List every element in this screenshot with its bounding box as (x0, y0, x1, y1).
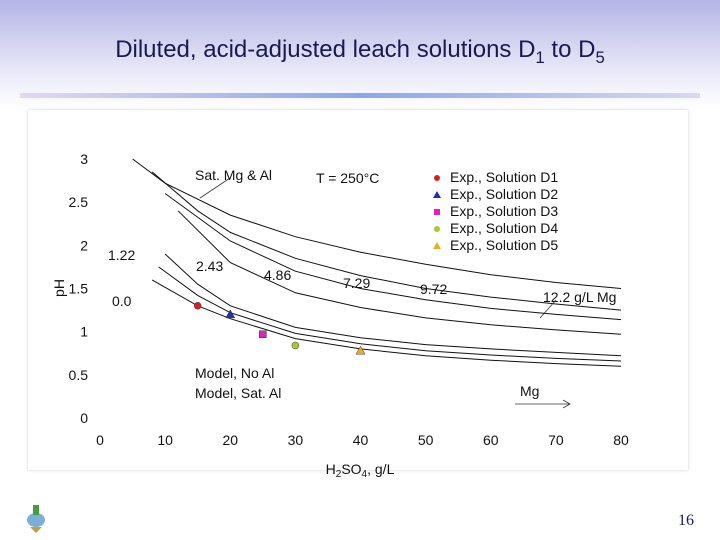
x-label-text: , g/L (367, 461, 394, 477)
x-tick-label: 0 (96, 432, 104, 448)
annotation: 12.2 g/L Mg (543, 289, 616, 305)
annotation: Model, No Al (195, 365, 274, 381)
model-curve (164, 193, 622, 321)
title-subscript: 1 (535, 47, 545, 67)
data-point (259, 330, 267, 339)
legend-label: Exp., Solution D2 (450, 186, 558, 202)
x-tick-label: 60 (483, 432, 499, 448)
legend-marker (434, 209, 440, 215)
x-tick-label: 40 (353, 432, 369, 448)
model-curve (132, 158, 622, 289)
x-tick-label: 30 (288, 432, 304, 448)
legend-label: Exp., Solution D5 (450, 237, 558, 253)
data-point (355, 345, 366, 355)
x-label-text: SO (341, 461, 361, 477)
model-curve (164, 253, 622, 357)
x-label-subscript: 2 (336, 469, 342, 480)
y-tick-label: 0.5 (69, 367, 89, 383)
y-tick-label: 2.5 (69, 194, 89, 210)
divider (20, 93, 700, 98)
annotation: Mg (520, 383, 539, 399)
leader-lines (199, 177, 571, 409)
annotation: 2.43 (196, 258, 223, 274)
annotation: Model, Sat. Al (195, 385, 281, 401)
y-tick-label: 1 (80, 324, 88, 340)
data-point (225, 309, 236, 319)
legend-label: Exp., Solution D4 (450, 220, 558, 236)
y-axis-label: pH (51, 279, 67, 297)
annotation: 9.72 (420, 281, 447, 297)
legend-label: Exp., Solution D3 (450, 203, 558, 219)
title-text: to D (544, 36, 596, 63)
page-number: 16 (678, 512, 694, 529)
data-point (193, 302, 202, 310)
x-label-subscript: 4 (362, 469, 368, 480)
annotation: 0.0 (112, 293, 132, 309)
annotation: Sat. Mg & Al (195, 167, 272, 183)
model-curve (177, 210, 622, 335)
legend-marker (433, 191, 441, 198)
x-tick-label: 80 (613, 432, 629, 448)
x-tick-label: 10 (157, 432, 173, 448)
x-axis-label: H2SO4, g/L (326, 461, 395, 480)
legend-label: Exp., Solution D1 (450, 169, 558, 185)
y-tick-label: 3 (80, 151, 88, 167)
annotation: 4.86 (264, 267, 291, 283)
title-text: Diluted, acid-adjusted leach solutions D (115, 36, 536, 63)
chart-panel (28, 110, 688, 470)
y-tick-label: 1.5 (69, 281, 89, 297)
x-tick-label: 20 (222, 432, 238, 448)
annotation: 7.29 (343, 275, 370, 291)
y-tick-label: 0 (80, 410, 88, 426)
annotation: T = 250°C (316, 170, 379, 186)
title-subscript: 5 (595, 47, 605, 67)
model-curve (158, 266, 622, 362)
legend-marker (434, 226, 440, 232)
model-curve (151, 171, 622, 311)
x-tick-label: 70 (548, 432, 564, 448)
x-label-text: H (326, 461, 336, 477)
annotation: 1.22 (108, 247, 135, 263)
legend-marker (434, 175, 440, 181)
x-tick-label: 50 (418, 432, 434, 448)
logo (27, 505, 45, 533)
data-point (291, 341, 300, 350)
slide-title: Diluted, acid-adjusted leach solutions D… (0, 36, 720, 68)
y-tick-label: 2 (80, 237, 88, 253)
legend-marker (433, 242, 441, 249)
